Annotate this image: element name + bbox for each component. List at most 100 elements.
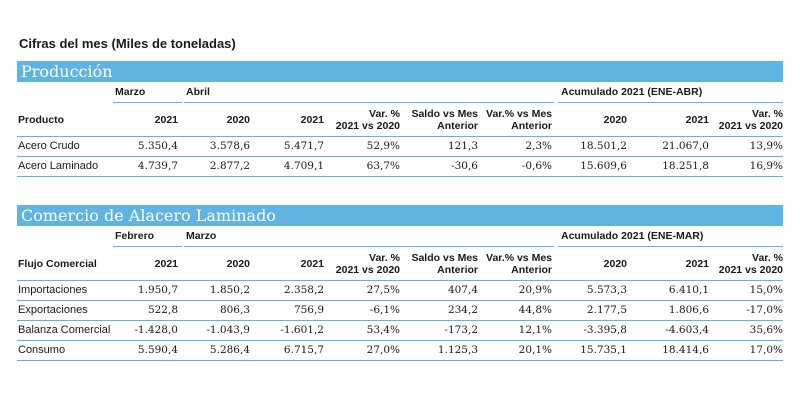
- cell: 15,0%: [749, 284, 783, 296]
- col-header-acc-var: Var. % 2021 vs 2020: [718, 252, 783, 276]
- group-label-march: Marzo: [115, 86, 146, 98]
- col-header-var-prev: Var.% vs Mes Anterior: [486, 252, 552, 276]
- col-header-2021: 2021: [300, 114, 324, 126]
- group-underline: [184, 246, 554, 247]
- cell: -6,1%: [369, 304, 400, 316]
- cell: 12,1%: [518, 324, 552, 336]
- cell: 52,9%: [366, 140, 400, 152]
- cell: 18.501,2: [580, 140, 627, 152]
- production-title: Producción: [17, 61, 783, 82]
- group-label-accumulated: Acumulado 2021 (ENE-MAR): [561, 230, 704, 242]
- cell: 4.739,7: [137, 160, 178, 172]
- cell: 35,6%: [749, 324, 783, 336]
- cell: 806,3: [219, 304, 250, 316]
- cell: 6.715,7: [283, 344, 324, 356]
- row-label: Acero Laminado: [18, 160, 99, 172]
- group-label-accumulated: Acumulado 2021 (ENE-ABR): [561, 86, 703, 98]
- cell: 2.358,2: [283, 284, 324, 296]
- page-title: Cifras del mes (Miles de toneladas): [19, 36, 236, 51]
- group-underline: [184, 102, 554, 103]
- cell: 2.177,5: [586, 304, 627, 316]
- cell: -30,6: [451, 160, 478, 172]
- cell: 2.877,2: [209, 160, 250, 172]
- cell: 27,0%: [366, 344, 400, 356]
- cell: 17,0%: [749, 344, 783, 356]
- cell: 63,7%: [366, 160, 400, 172]
- group-underline: [558, 102, 783, 103]
- cell: 13,9%: [749, 140, 783, 152]
- col-header-product: Producto: [18, 114, 65, 126]
- table-row: Balanza Comercial -1.428,0 -1.043,9 -1.6…: [17, 321, 783, 341]
- row-label: Acero Crudo: [18, 140, 80, 152]
- col-header-balance-prev: Saldo vs Mes Anterior: [411, 108, 478, 132]
- table-row: Importaciones 1.950,7 1.850,2 2.358,2 27…: [17, 281, 783, 301]
- col-header-2021: 2021: [154, 114, 178, 126]
- cell: 44,8%: [518, 304, 552, 316]
- cell: -1.601,2: [280, 324, 324, 336]
- col-header-var: Var. % 2021 vs 2020: [335, 108, 400, 132]
- row-label: Importaciones: [18, 284, 88, 296]
- cell: 1.850,2: [209, 284, 250, 296]
- cell: 27,5%: [366, 284, 400, 296]
- cell: 15.735,1: [580, 344, 627, 356]
- production-period-groups: Marzo Abril Acumulado 2021 (ENE-ABR): [17, 82, 783, 104]
- col-header-2020: 2020: [226, 114, 250, 126]
- cell: -3.395,8: [583, 324, 627, 336]
- cell: 407,4: [447, 284, 478, 296]
- cell: -0,6%: [521, 160, 552, 172]
- cell: 21.067,0: [662, 140, 709, 152]
- cell: 3.578,6: [209, 140, 250, 152]
- cell: 121,3: [447, 140, 478, 152]
- cell: 1.125,3: [437, 344, 478, 356]
- cell: 5.471,7: [283, 140, 324, 152]
- production-header-row: Producto 2021 2020 2021 Var. % 2021 vs 2…: [17, 104, 783, 137]
- col-header-var: Var. % 2021 vs 2020: [335, 252, 400, 276]
- col-header-2020: 2020: [226, 258, 250, 270]
- row-label: Exportaciones: [18, 304, 88, 316]
- col-header-flow: Flujo Comercial: [18, 258, 97, 270]
- table-row: Acero Laminado 4.739,7 2.877,2 4.709,1 6…: [17, 157, 783, 177]
- cell: 20,1%: [518, 344, 552, 356]
- cell: -4.603,4: [665, 324, 709, 336]
- col-header-acc-var: Var. % 2021 vs 2020: [718, 108, 783, 132]
- cell: 5.286,4: [209, 344, 250, 356]
- col-header-var-prev: Var.% vs Mes Anterior: [486, 108, 552, 132]
- cell: -1.043,9: [206, 324, 250, 336]
- group-label-february: Febrero: [115, 230, 155, 242]
- cell: -17,0%: [746, 304, 783, 316]
- col-header-acc-2021: 2021: [685, 258, 709, 270]
- group-underline: [113, 246, 182, 247]
- group-underline: [113, 102, 182, 103]
- row-label: Consumo: [18, 344, 66, 356]
- col-header-acc-2021: 2021: [685, 114, 709, 126]
- cell: 4.709,1: [283, 160, 324, 172]
- trade-title: Comercio de Alacero Laminado: [17, 205, 783, 226]
- cell: 16,9%: [749, 160, 783, 172]
- cell: 18.251,8: [662, 160, 709, 172]
- cell: 234,2: [447, 304, 478, 316]
- trade-header-row: Flujo Comercial 2021 2020 2021 Var. % 20…: [17, 248, 783, 281]
- production-section: Producción Marzo Abril Acumulado 2021 (E…: [17, 61, 783, 177]
- cell: -1.428,0: [134, 324, 178, 336]
- cell: 5.590,4: [137, 344, 178, 356]
- row-label: Balanza Comercial: [18, 324, 111, 336]
- cell: 6.410,1: [668, 284, 709, 296]
- cell: 1.806,6: [668, 304, 709, 316]
- cell: 2,3%: [525, 140, 552, 152]
- col-header-balance-prev: Saldo vs Mes Anterior: [411, 252, 478, 276]
- cell: 15.609,6: [580, 160, 627, 172]
- col-header-acc-2020: 2020: [603, 114, 627, 126]
- table-row: Exportaciones 522,8 806,3 756,9 -6,1% 23…: [17, 301, 783, 321]
- cell: 522,8: [147, 304, 178, 316]
- cell: 5.350,4: [137, 140, 178, 152]
- table-row: Acero Crudo 5.350,4 3.578,6 5.471,7 52,9…: [17, 137, 783, 157]
- trade-section: Comercio de Alacero Laminado Febrero Mar…: [17, 205, 783, 361]
- trade-period-groups: Febrero Marzo Acumulado 2021 (ENE-MAR): [17, 226, 783, 248]
- col-header-acc-2020: 2020: [603, 258, 627, 270]
- col-header-2021: 2021: [300, 258, 324, 270]
- cell: -173,2: [444, 324, 478, 336]
- cell: 5.573,3: [586, 284, 627, 296]
- group-label-march: Marzo: [186, 230, 217, 242]
- col-header-2021: 2021: [154, 258, 178, 270]
- cell: 18.414,6: [662, 344, 709, 356]
